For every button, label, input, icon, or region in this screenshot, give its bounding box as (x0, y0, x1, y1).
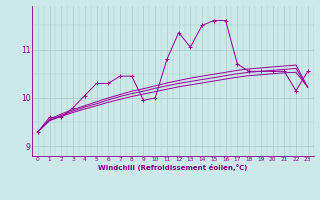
X-axis label: Windchill (Refroidissement éolien,°C): Windchill (Refroidissement éolien,°C) (98, 164, 247, 171)
